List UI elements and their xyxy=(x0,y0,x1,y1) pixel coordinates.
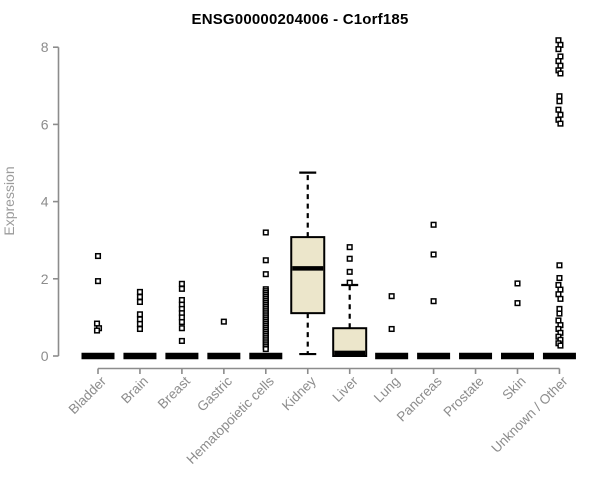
outlier-point xyxy=(346,255,353,262)
outlier-point xyxy=(555,46,562,53)
outlier-point xyxy=(94,252,102,260)
y-tick-label: 6 xyxy=(41,116,49,132)
outlier-point xyxy=(178,318,185,326)
outlier-point xyxy=(178,285,185,292)
outlier-point xyxy=(178,337,185,344)
outlier-point xyxy=(220,318,227,325)
x-tick-label-brain: Brain xyxy=(118,374,151,407)
outlier-point xyxy=(136,293,143,300)
x-tick-label-skin: Skin xyxy=(499,374,528,403)
outlier-point xyxy=(388,293,395,300)
y-tick-label: 2 xyxy=(41,271,49,287)
outlier-point xyxy=(514,280,521,287)
outlier-point xyxy=(136,298,143,306)
y-tick-label: 8 xyxy=(41,39,49,55)
y-axis-title: Expression xyxy=(1,166,17,235)
zero-box-hematopoietic-cells xyxy=(249,352,283,360)
outlier-point xyxy=(178,325,185,332)
outlier-point xyxy=(94,278,102,285)
box-kidney xyxy=(290,236,326,315)
outlier-point xyxy=(514,300,521,307)
outlier-point xyxy=(430,298,437,305)
x-tick-label-kidney: Kidney xyxy=(279,373,319,413)
outlier-point xyxy=(262,271,269,278)
outlier-point xyxy=(556,93,563,100)
x-tick-label-bladder: Bladder xyxy=(66,373,110,417)
outlier-point xyxy=(262,346,269,353)
outlier-point xyxy=(556,262,563,269)
median-line-liver xyxy=(334,350,366,356)
outlier-point xyxy=(430,251,437,258)
outlier-point xyxy=(556,98,563,105)
outlier-point xyxy=(346,268,353,275)
x-tick-label-pancreas: Pancreas xyxy=(394,373,445,424)
outlier-point xyxy=(262,229,269,236)
x-tick-label-breast: Breast xyxy=(155,373,193,411)
zero-box-prostate xyxy=(459,352,493,360)
outlier-point xyxy=(557,295,564,302)
zero-box-pancreas xyxy=(417,352,451,360)
outlier-point xyxy=(136,320,143,328)
outlier-point xyxy=(346,279,353,286)
zero-box-bladder xyxy=(81,352,115,360)
y-tick-label: 0 xyxy=(41,348,49,364)
x-tick-label-unknown-other: Unknown / Other xyxy=(488,373,571,456)
chart-title: ENSG00000204006 - C1orf185 xyxy=(191,11,409,28)
outlier-point xyxy=(136,288,143,295)
outlier-point xyxy=(262,257,269,264)
zero-box-unknown-other xyxy=(542,352,576,360)
zero-box-breast xyxy=(165,352,199,360)
outlier-point xyxy=(136,325,143,333)
x-tick-label-lung: Lung xyxy=(371,374,403,406)
zero-box-gastric xyxy=(207,352,241,360)
outlier-point xyxy=(136,311,143,318)
outlier-point xyxy=(556,310,563,317)
outlier-point xyxy=(557,342,564,349)
zero-box-brain xyxy=(123,352,157,360)
zero-box-skin xyxy=(501,352,534,360)
outlier-point xyxy=(388,325,395,333)
outlier-point xyxy=(178,280,185,287)
outlier-point xyxy=(93,327,101,334)
median-line-kidney xyxy=(292,266,324,271)
outlier-point xyxy=(557,120,564,127)
x-tick-label-liver: Liver xyxy=(330,373,362,405)
outlier-point xyxy=(557,70,564,77)
zero-box-lung xyxy=(375,352,409,360)
outlier-point xyxy=(555,106,562,113)
x-tick-label-prostate: Prostate xyxy=(441,374,487,420)
outlier-point xyxy=(430,221,437,228)
outlier-point xyxy=(556,274,563,282)
y-tick-label: 4 xyxy=(41,194,49,210)
outlier-point xyxy=(557,111,564,118)
x-tick-label-gastric: Gastric xyxy=(194,373,235,414)
outlier-point xyxy=(346,244,353,251)
